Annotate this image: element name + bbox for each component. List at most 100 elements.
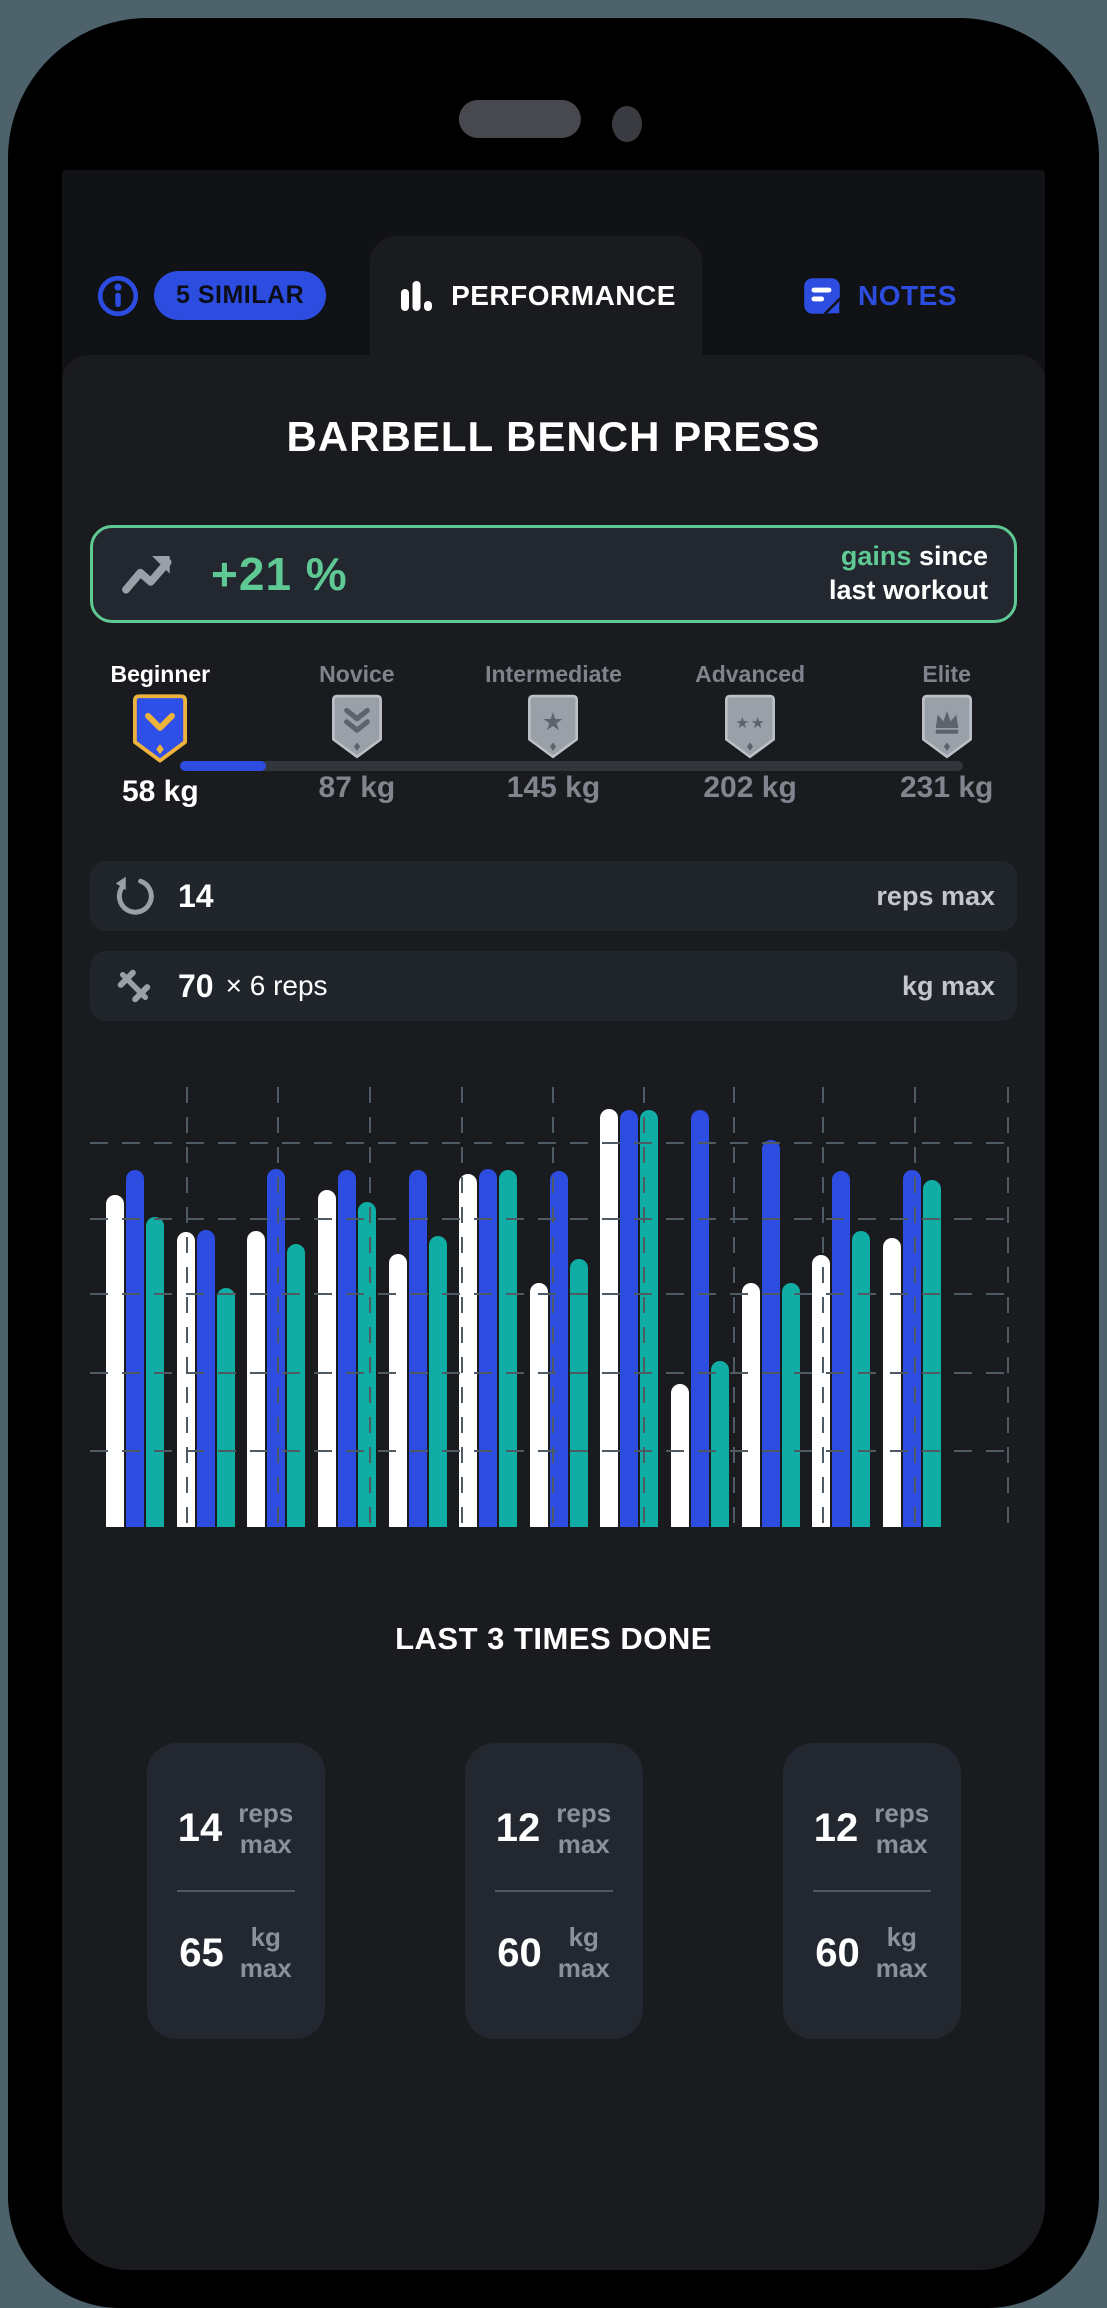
history-card-2: 12 reps max 60 kg max: [464, 1743, 643, 2039]
chart-gridline-v: [733, 1087, 736, 1527]
phone-frame: 5 SIMILAR PERFORMANCE: [8, 18, 1099, 2308]
kg-max-value: 70: [178, 967, 214, 1004]
card-divider: [494, 1890, 613, 1892]
novice-badge-icon: [330, 693, 384, 761]
chart-bar-set-teal: [569, 1259, 588, 1527]
info-icon: [95, 273, 141, 319]
chart-bar-set-blue: [408, 1170, 427, 1527]
chart-bar-set-teal: [852, 1231, 871, 1527]
chart-bar-set-white: [529, 1283, 548, 1527]
chart-bar-set-white: [600, 1109, 619, 1527]
chart-bar-set-white: [812, 1255, 831, 1527]
chart-gridline-v: [1006, 1087, 1009, 1527]
gains-caption-rest: since: [911, 541, 988, 572]
tab-similar[interactable]: 5 SIMILAR: [95, 236, 327, 355]
chart-bar-set-teal: [428, 1236, 447, 1527]
notes-icon: [800, 274, 844, 318]
reps-max-row: 14 reps max: [90, 861, 1017, 931]
chart-bar-set-blue: [267, 1169, 286, 1527]
chart-gridline-v: [822, 1087, 825, 1527]
chart-bar-set-teal: [922, 1180, 941, 1527]
level-track: [180, 761, 963, 771]
chart-bar-group: [600, 1109, 659, 1527]
level-intermediate: Intermediate ★ 145 kg: [485, 661, 622, 804]
performance-chart: [90, 1087, 1017, 1527]
chart-bar-set-blue: [549, 1171, 568, 1527]
phone-speaker: [458, 100, 581, 138]
tab-performance[interactable]: PERFORMANCE: [370, 236, 702, 355]
bar-chart-icon: [396, 276, 436, 316]
level-advanced: Advanced ★ ★ 202 kg: [695, 661, 806, 804]
rotate-icon: [112, 874, 156, 918]
chart-bar-set-white: [247, 1231, 266, 1527]
level-elite: Elite 231 kg: [899, 661, 994, 804]
trending-up-icon: [119, 548, 185, 600]
kg-max-row: 70 × 6 reps kg max: [90, 951, 1017, 1021]
beginner-badge-icon: [131, 693, 189, 765]
chart-bar-set-white: [882, 1238, 901, 1527]
chart-bar-set-white: [388, 1254, 407, 1527]
similar-count-badge: 5 SIMILAR: [154, 271, 327, 320]
chart-bar-set-blue: [620, 1110, 639, 1527]
intermediate-badge-icon: ★: [526, 693, 580, 761]
reps-max-value: 14: [178, 877, 214, 914]
chart-bar-set-white: [106, 1195, 124, 1527]
tab-notes[interactable]: NOTES: [800, 236, 957, 355]
history-heading: LAST 3 TIMES DONE: [395, 1621, 712, 1656]
tab-bar: 5 SIMILAR PERFORMANCE: [62, 170, 1045, 355]
chart-bar-group: [176, 1230, 235, 1527]
chart-bar-group: [247, 1169, 306, 1527]
reps-max-unit: reps max: [876, 880, 995, 911]
level-novice: Novice 87 kg: [318, 661, 396, 804]
phone-camera: [611, 106, 642, 142]
chart-bar-set-teal: [216, 1288, 235, 1527]
chart-bars: [106, 1087, 941, 1527]
elite-badge-icon: [920, 693, 974, 761]
chart-gridline-v: [460, 1087, 463, 1527]
chart-bar-set-blue: [902, 1170, 921, 1527]
page-title: BARBELL BENCH PRESS: [286, 413, 821, 460]
chart-bar-set-blue: [832, 1171, 851, 1527]
chart-bar-set-white: [459, 1174, 478, 1527]
chart-gridline-v: [277, 1087, 280, 1527]
chart-bar-set-white: [317, 1190, 336, 1527]
chart-bar-set-blue: [196, 1230, 215, 1527]
chart-bar-group: [671, 1110, 729, 1527]
chart-gridline-v: [643, 1087, 646, 1527]
chart-bar-set-white: [741, 1283, 760, 1527]
chart-gridline-v: [914, 1087, 917, 1527]
gains-caption: gains since last workout: [829, 540, 988, 608]
chart-bar-group: [106, 1170, 164, 1527]
svg-text:★: ★: [735, 714, 749, 732]
card-divider: [176, 1890, 295, 1892]
chart-bar-set-blue: [126, 1170, 144, 1527]
svg-text:★: ★: [542, 707, 564, 736]
chart-bar-group: [741, 1140, 800, 1527]
phone-screen: 5 SIMILAR PERFORMANCE: [62, 170, 1045, 2270]
advanced-badge-icon: ★ ★: [723, 693, 777, 761]
chart-bar-set-teal: [711, 1361, 729, 1527]
chart-bar-set-teal: [287, 1244, 306, 1527]
history-card-3: 12 reps max 60 kg max: [782, 1743, 961, 2039]
kg-max-detail: × 6 reps: [225, 970, 328, 1001]
history-card-1: 14 reps max 65 kg max: [146, 1743, 325, 2039]
chart-bar-set-teal: [499, 1170, 518, 1527]
chart-bar-set-white: [671, 1384, 689, 1527]
card-divider: [812, 1890, 931, 1892]
tab-performance-label: PERFORMANCE: [451, 279, 676, 311]
history-cards: 14 reps max 65 kg max: [62, 1743, 1045, 2039]
chart-bar-group: [529, 1171, 588, 1527]
chart-bar-group: [459, 1169, 518, 1527]
chart-bar-group: [882, 1170, 941, 1527]
tab-notes-label: NOTES: [858, 279, 957, 311]
svg-text:★: ★: [751, 714, 765, 732]
chart-bar-set-teal: [781, 1283, 800, 1527]
content-panel: BARBELL BENCH PRESS +21 % gains since la…: [62, 355, 1045, 2270]
chart-bar-set-blue: [479, 1169, 498, 1527]
gains-value: +21 %: [211, 548, 348, 600]
chart-gridline-v: [369, 1087, 372, 1527]
chart-bar-group: [388, 1170, 447, 1527]
dumbbell-icon: [112, 964, 156, 1008]
gains-caption-line2: last workout: [828, 575, 988, 605]
kg-max-unit: kg max: [901, 970, 995, 1001]
